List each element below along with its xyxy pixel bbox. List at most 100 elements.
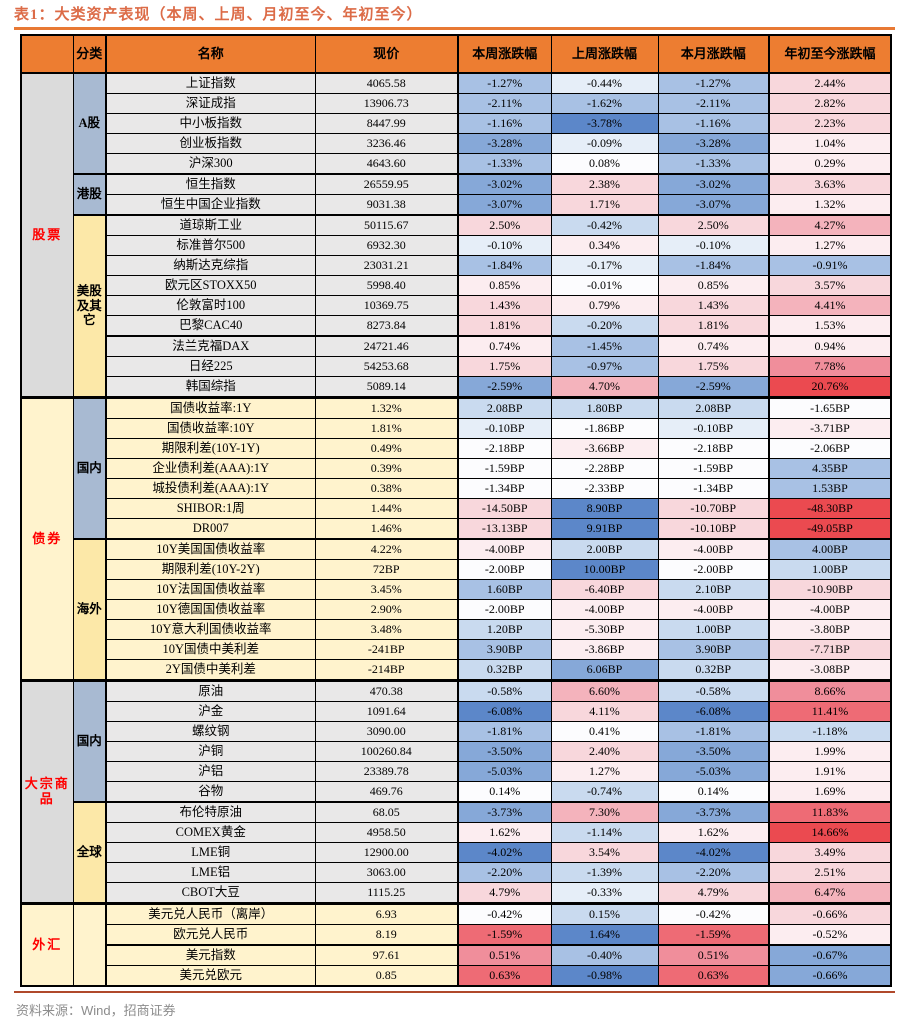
change-cell: -13.13BP: [457, 518, 552, 540]
change-cell: -2.00BP: [457, 559, 552, 580]
name-cell: 深证成指: [105, 93, 316, 114]
change-cell: 9.91BP: [550, 518, 659, 540]
change-cell: 11.83%: [768, 801, 892, 823]
change-cell: -1.84%: [457, 255, 552, 276]
name-cell: 10Y国债中美利差: [105, 639, 316, 660]
price-cell: 97.61: [314, 944, 459, 966]
change-cell: -2.18BP: [457, 438, 552, 459]
change-cell: -7.71BP: [768, 639, 892, 660]
table-row: 创业板指数 3236.46 -3.28% -0.09% -3.28% 1.04%: [21, 133, 892, 154]
price-cell: 2.90%: [314, 599, 459, 620]
change-cell: -3.73%: [457, 801, 552, 823]
change-cell: 0.14%: [457, 781, 552, 803]
change-cell: -0.66%: [768, 902, 892, 925]
name-cell: 美元指数: [105, 944, 316, 966]
change-cell: -3.80BP: [768, 619, 892, 640]
change-cell: -3.07%: [457, 194, 552, 216]
category-cell: 全球: [72, 801, 107, 904]
change-cell: -3.02%: [457, 173, 552, 195]
name-cell: 创业板指数: [105, 133, 316, 154]
change-cell: 2.40%: [550, 741, 659, 762]
name-cell: 国债收益率:10Y: [105, 418, 316, 439]
name-cell: 中小板指数: [105, 113, 316, 134]
name-cell: 道琼斯工业: [105, 214, 316, 236]
name-cell: 城投债利差(AAA):1Y: [105, 478, 316, 499]
change-cell: -4.00BP: [768, 599, 892, 620]
price-cell: 50115.67: [314, 214, 459, 236]
change-cell: -2.33BP: [550, 478, 659, 499]
price-cell: 9031.38: [314, 194, 459, 216]
change-cell: -3.28%: [457, 133, 552, 154]
name-cell: COMEX黄金: [105, 822, 316, 843]
change-cell: -1.59%: [457, 924, 552, 946]
name-cell: SHIBOR:1周: [105, 498, 316, 519]
group-cell: 债券: [20, 396, 74, 681]
price-cell: 470.38: [314, 679, 459, 702]
change-cell: -3.66BP: [550, 438, 659, 459]
change-cell: -5.30BP: [550, 619, 659, 640]
change-cell: 1.91%: [768, 761, 892, 782]
change-cell: -1.34BP: [457, 478, 552, 499]
table-row: 期限利差(10Y-2Y) 72BP -2.00BP 10.00BP -2.00BP 1.0…: [21, 559, 892, 580]
change-cell: 2.82%: [768, 93, 892, 114]
price-cell: 1.46%: [314, 518, 459, 540]
change-cell: -1.62%: [550, 93, 659, 114]
change-cell: 3.90BP: [657, 639, 770, 660]
change-cell: -3.02%: [657, 173, 770, 195]
divider: [14, 27, 895, 30]
name-cell: DR007: [105, 518, 316, 540]
change-cell: -0.01%: [550, 275, 659, 296]
name-cell: 沪铜: [105, 741, 316, 762]
name-cell: 恒生指数: [105, 173, 316, 195]
table-row: 10Y法国国债收益率 3.45% 1.60BP -6.40BP 2.10BP -10.90…: [21, 579, 892, 600]
change-cell: -6.40BP: [550, 579, 659, 600]
change-cell: -6.08%: [657, 701, 770, 722]
price-cell: 0.38%: [314, 478, 459, 499]
change-cell: -0.44%: [550, 72, 659, 94]
change-cell: -3.07%: [657, 194, 770, 216]
change-cell: 4.35BP: [768, 458, 892, 479]
change-cell: -1.59%: [657, 924, 770, 946]
change-cell: 0.74%: [657, 335, 770, 357]
price-cell: 23031.21: [314, 255, 459, 276]
table-row: 谷物 469.76 0.14% -0.74% 0.14% 1.69%: [21, 781, 892, 803]
change-cell: 11.41%: [768, 701, 892, 722]
price-cell: 3063.00: [314, 862, 459, 883]
table-row: 巴黎CAC40 8273.84 1.81% -0.20% 1.81% 1.53%: [21, 315, 892, 337]
change-cell: 8.66%: [768, 679, 892, 702]
table-row: 国债收益率:10Y 1.81% -0.10BP -1.86BP -0.10BP -3.71…: [21, 418, 892, 439]
table-row: 法兰克福DAX 24721.46 0.74% -1.45% 0.74% 0.94%: [21, 335, 892, 357]
name-cell: 韩国综指: [105, 376, 316, 398]
change-cell: -2.59%: [657, 376, 770, 398]
change-cell: -0.66%: [768, 965, 892, 987]
change-cell: 0.74%: [457, 335, 552, 357]
price-cell: 4643.60: [314, 153, 459, 175]
name-cell: LME铜: [105, 842, 316, 863]
price-cell: 100260.84: [314, 741, 459, 762]
change-cell: 4.11%: [550, 701, 659, 722]
change-cell: 1.20BP: [457, 619, 552, 640]
change-cell: -0.40%: [550, 944, 659, 966]
change-cell: 1.32%: [768, 194, 892, 216]
change-cell: -1.33%: [657, 153, 770, 175]
change-cell: -2.59%: [457, 376, 552, 398]
category-cell: 海外: [72, 538, 107, 681]
change-cell: 0.29%: [768, 153, 892, 175]
change-cell: -6.08%: [457, 701, 552, 722]
price-cell: 10369.75: [314, 295, 459, 316]
change-cell: -0.10%: [457, 235, 552, 256]
change-cell: 3.63%: [768, 173, 892, 195]
change-cell: 8.90BP: [550, 498, 659, 519]
table-row: 恒生中国企业指数 9031.38 -3.07% 1.71% -3.07% 1.32%: [21, 194, 892, 216]
name-cell: 恒生中国企业指数: [105, 194, 316, 216]
name-cell: 原油: [105, 679, 316, 702]
change-cell: -0.91%: [768, 255, 892, 276]
category-cell: [72, 902, 107, 987]
table-row: LME铝 3063.00 -2.20% -1.39% -2.20% 2.51%: [21, 862, 892, 883]
change-cell: 0.85%: [657, 275, 770, 296]
change-cell: -1.81%: [457, 721, 552, 742]
column-header: 本周涨跌幅: [457, 34, 552, 74]
price-cell: 5089.14: [314, 376, 459, 398]
table-row: 纳斯达克综指 23031.21 -1.84% -0.17% -1.84% -0.91%: [21, 255, 892, 276]
